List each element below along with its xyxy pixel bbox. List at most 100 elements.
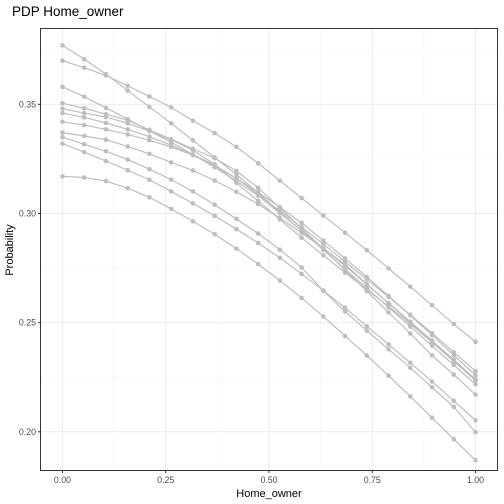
data-point [103, 73, 109, 78]
data-point [451, 352, 457, 358]
data-point [408, 320, 413, 325]
series-line [62, 102, 476, 396]
data-point [168, 189, 174, 194]
y-tick-label: 0.25 [19, 318, 36, 328]
data-point [60, 100, 65, 106]
data-point [147, 138, 152, 143]
data-point [473, 372, 478, 378]
data-point [299, 265, 304, 270]
data-point [277, 178, 283, 184]
data-point [168, 137, 174, 142]
data-point [125, 157, 130, 162]
data-point [212, 202, 217, 208]
data-point [277, 278, 283, 283]
data-point [408, 365, 413, 371]
data-point [364, 328, 370, 334]
data-point [125, 83, 130, 89]
data-point [190, 118, 196, 123]
data-point [212, 130, 217, 136]
data-point [364, 274, 370, 280]
data-point [234, 172, 239, 177]
series-11 [60, 134, 478, 435]
data-point [103, 148, 109, 154]
data-point [277, 247, 283, 253]
data-point [473, 378, 478, 383]
data-point [234, 168, 239, 174]
data-point [342, 270, 348, 275]
data-point [60, 130, 65, 136]
data-point [190, 138, 196, 143]
data-point [190, 201, 196, 206]
data-point [125, 185, 130, 191]
data-point [429, 415, 435, 421]
data-point [103, 105, 109, 111]
data-point [234, 216, 239, 222]
data-point [321, 246, 326, 251]
data-point [299, 295, 304, 301]
data-point [429, 379, 435, 384]
data-point [451, 372, 457, 377]
data-point [190, 152, 196, 158]
series-5 [60, 106, 478, 382]
chart-title: PDP Home_owner [12, 4, 124, 19]
data-point [125, 121, 130, 126]
data-point [386, 373, 391, 378]
series-10 [60, 174, 478, 463]
data-point [429, 343, 435, 349]
data-point [147, 104, 152, 110]
data-point [321, 241, 326, 247]
x-tick-label: 0.00 [54, 475, 71, 485]
data-point [190, 189, 196, 194]
data-point [212, 163, 217, 169]
data-point [255, 198, 261, 204]
data-point [60, 110, 65, 116]
data-point [212, 155, 217, 161]
series-line [62, 108, 476, 381]
data-point [473, 457, 478, 463]
series-line [62, 143, 476, 421]
data-point [321, 238, 326, 243]
data-point [147, 151, 152, 157]
data-point [168, 177, 174, 182]
x-tick-label: 0.75 [364, 475, 381, 485]
x-tick-label: 1.00 [467, 475, 484, 485]
data-point [190, 147, 196, 153]
data-point [103, 158, 109, 164]
data-point [81, 149, 87, 155]
data-point [81, 110, 87, 116]
data-point [364, 287, 370, 292]
y-axis: 0.20 0.25 0.30 0.35 [19, 99, 41, 437]
series-group [60, 43, 478, 463]
series-7 [60, 119, 478, 378]
grid [41, 29, 497, 470]
data-point [255, 185, 261, 191]
y-tick-label: 0.20 [19, 427, 36, 437]
data-point [234, 180, 239, 186]
data-point [60, 58, 65, 63]
data-point [342, 230, 348, 235]
data-point [473, 392, 478, 397]
x-axis-title: Home_owner [236, 488, 302, 500]
data-point [255, 190, 261, 195]
data-point [255, 201, 261, 207]
data-point [473, 368, 478, 374]
x-tick-label: 0.25 [157, 475, 174, 485]
data-point [212, 178, 217, 183]
series-line [62, 132, 476, 381]
data-point [190, 168, 196, 173]
data-point [277, 204, 283, 210]
data-point [125, 132, 130, 137]
data-point [234, 189, 239, 195]
data-point [386, 293, 391, 299]
data-point [60, 174, 65, 179]
data-point [60, 43, 65, 48]
data-point [103, 120, 109, 126]
data-point [255, 231, 261, 236]
data-point [342, 262, 348, 267]
data-point [386, 266, 391, 271]
x-tick-label: 0.50 [260, 475, 277, 485]
series-line [62, 175, 476, 461]
data-point [386, 346, 391, 352]
data-point [342, 309, 348, 314]
